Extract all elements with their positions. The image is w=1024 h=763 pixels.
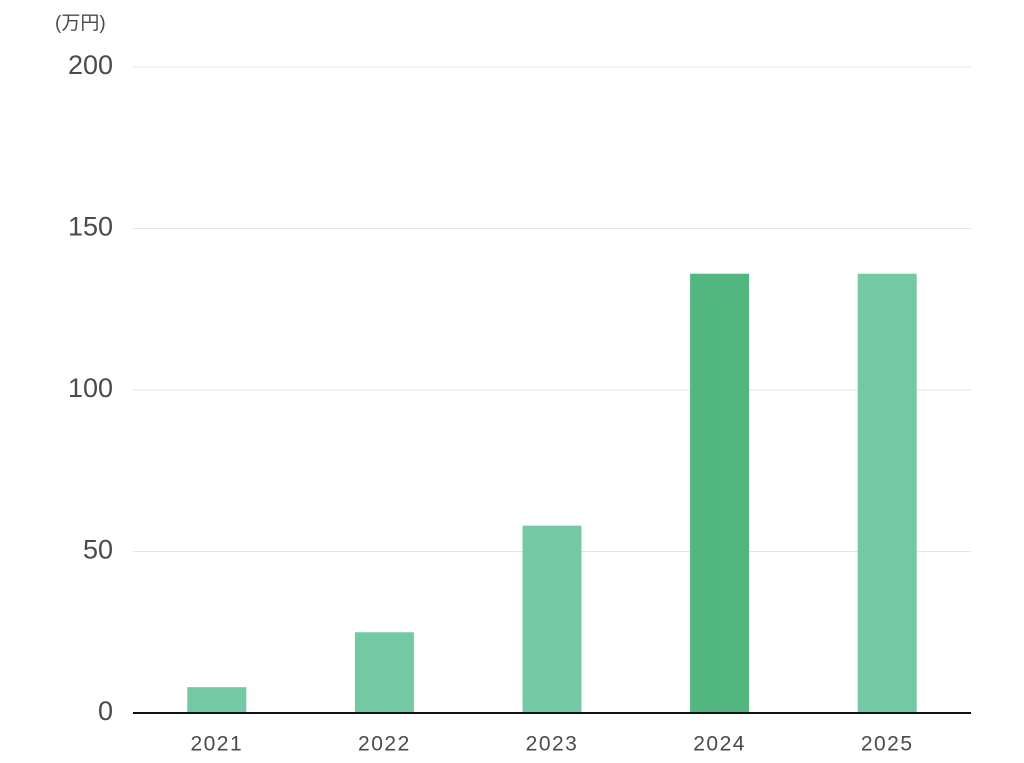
bar [187,687,247,713]
x-tick-label: 2021 [190,733,243,756]
bar [522,525,582,713]
bar [354,632,414,713]
x-tick-label: 2023 [526,733,579,756]
x-tick-label: 2022 [358,733,411,756]
y-tick-label: 50 [83,535,113,565]
x-tick-label: 2025 [861,733,914,756]
bar [857,273,917,713]
y-tick-label: 0 [98,696,113,726]
x-tick-label: 2024 [693,733,746,756]
y-axis-label: (万円) [55,13,106,34]
y-tick-label: 100 [68,373,113,403]
y-tick-label: 200 [68,50,113,80]
bar [690,273,750,713]
y-tick-label: 150 [68,212,113,242]
